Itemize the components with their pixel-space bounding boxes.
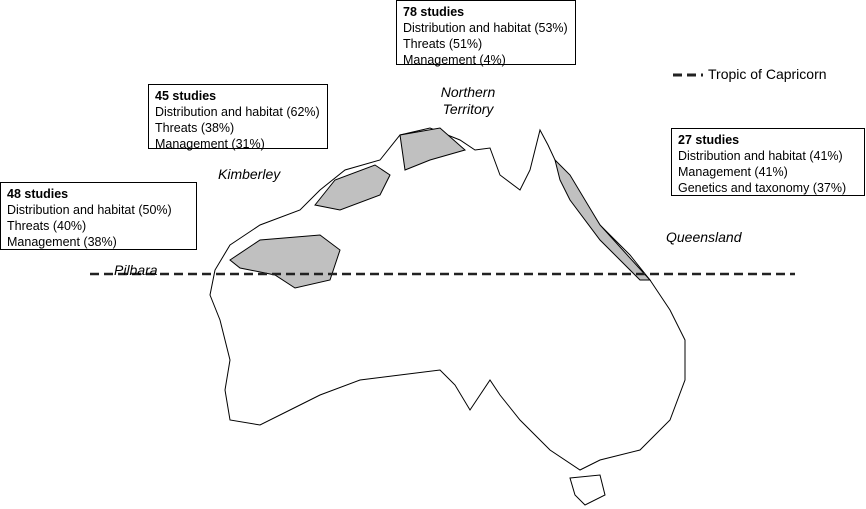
legend-label: Tropic of Capricorn (708, 66, 827, 82)
box-queensland: 27 studies Distribution and habitat (41%… (671, 128, 865, 196)
box-item: Threats (38%) (155, 121, 235, 135)
box-item: Management (38%) (7, 235, 117, 249)
box-item: Distribution and habitat (41%) (678, 149, 843, 163)
kimberley-area (314, 164, 391, 211)
box-item: Management (4%) (403, 53, 506, 67)
queensland-area (554, 158, 652, 281)
region-label: Queensland (666, 229, 742, 245)
box-item: Management (31%) (155, 137, 265, 151)
tasmania (569, 474, 606, 506)
box-item: Distribution and habitat (53%) (403, 21, 568, 35)
box-item: Distribution and habitat (50%) (7, 203, 172, 217)
box-title: 78 studies (403, 5, 465, 19)
region-label: Kimberley (218, 166, 281, 182)
box-kimberley: 45 studies Distribution and habitat (62%… (148, 84, 328, 151)
australia-mainland (209, 127, 686, 471)
box-title: 27 studies (678, 133, 740, 147)
box-pilbara: 48 studies Distribution and habitat (50%… (0, 182, 197, 250)
region-label: Northern Territory (440, 84, 496, 117)
box-item: Management (41%) (678, 165, 788, 179)
region-label: Pilbara (114, 262, 158, 278)
box-title: 48 studies (7, 187, 69, 201)
box-nt: 78 studies Distribution and habitat (53%… (396, 0, 576, 67)
box-item: Threats (40%) (7, 219, 87, 233)
box-item: Threats (51%) (403, 37, 483, 51)
pilbara-area (229, 234, 341, 289)
box-item: Distribution and habitat (62%) (155, 105, 320, 119)
nt-area (399, 127, 467, 171)
box-item: Genetics and taxonomy (37%) (678, 181, 847, 195)
box-title: 45 studies (155, 89, 217, 103)
